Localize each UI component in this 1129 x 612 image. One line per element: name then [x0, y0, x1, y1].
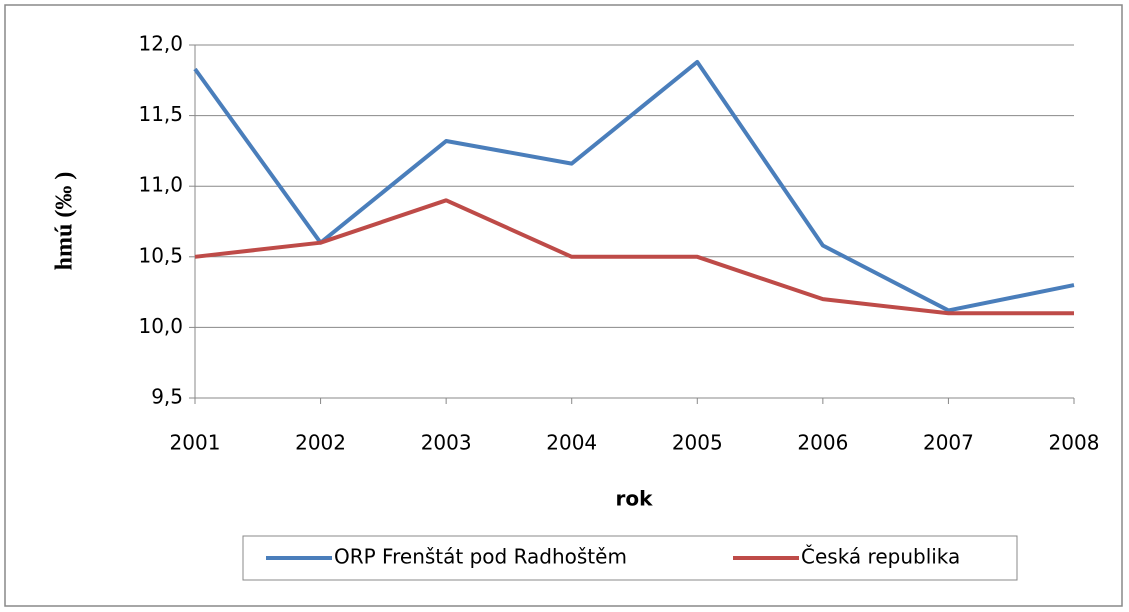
- y-tick-label: 10,0: [138, 314, 183, 338]
- y-tick-label: 11,0: [138, 173, 183, 197]
- x-axis-title: rok: [616, 487, 654, 511]
- series-line: [193, 59, 1075, 313]
- x-tick-label: 2007: [923, 431, 974, 455]
- x-tick-label: 2006: [797, 431, 848, 455]
- x-tick-label: 2008: [1049, 431, 1100, 455]
- y-tick-label: 12,0: [138, 32, 183, 56]
- x-tick-label: 2003: [421, 431, 472, 455]
- legend-box: [242, 535, 1018, 581]
- y-tick-label: 9,5: [151, 385, 183, 409]
- x-tick-label: 2001: [170, 431, 221, 455]
- y-tick-label: 10,5: [138, 243, 183, 267]
- x-tick-label: 2002: [295, 431, 346, 455]
- legend-label: ORP Frenštát pod Radhoštěm: [334, 545, 627, 569]
- legend-label: Česká republika: [801, 545, 960, 569]
- chart-frame: [4, 4, 1123, 607]
- x-tick-label: 2005: [672, 431, 723, 455]
- y-axis-title: hmú (‰ ): [52, 172, 78, 271]
- x-tick-label: 2004: [546, 431, 597, 455]
- y-tick-label: 11,5: [138, 102, 183, 126]
- series-line: [194, 198, 1074, 316]
